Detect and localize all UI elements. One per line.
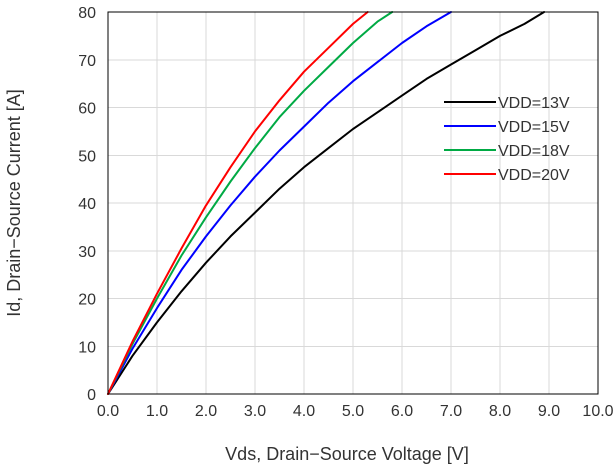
x-tick-label: 6.0 [391,403,413,420]
y-axis-ticks: 0 10 20 30 40 50 60 70 80 [78,5,96,404]
x-tick-label: 3.0 [244,403,266,420]
x-tick-label: 8.0 [489,403,511,420]
x-tick-label: 7.0 [440,403,462,420]
x-axis-title: Vds, Drain−Source Voltage [V] [225,444,469,464]
series-line-vdd-15v [107,11,452,395]
series-lines [107,11,546,395]
y-tick-label: 60 [78,101,96,118]
y-axis-title: Id, Drain−Source Current [A] [4,89,24,317]
series-line-vdd-18v [107,11,394,395]
x-tick-label: 1.0 [146,403,168,420]
legend: VDD=13V VDD=15V VDD=18V VDD=20V [444,95,570,184]
series-line-vdd-13v [107,11,546,395]
y-tick-label: 50 [78,148,96,165]
legend-label: VDD=18V [498,143,570,160]
x-tick-label: 5.0 [342,403,364,420]
legend-label: VDD=13V [498,95,570,112]
legend-label: VDD=15V [498,119,570,136]
legend-item: VDD=20V [444,167,570,184]
x-tick-label: 0.0 [97,403,119,420]
y-tick-label: 0 [87,387,96,404]
y-tick-label: 30 [78,244,96,261]
x-tick-label: 10.0 [582,403,613,420]
plot-frame [107,11,599,395]
x-tick-label: 9.0 [538,403,560,420]
legend-label: VDD=20V [498,167,570,184]
series-line-vdd-20v [107,11,369,395]
legend-item: VDD=18V [444,143,570,160]
legend-item: VDD=13V [444,95,570,112]
y-tick-label: 10 [78,339,96,356]
y-tick-label: 80 [78,5,96,22]
x-axis-ticks: 0.0 1.0 2.0 3.0 4.0 5.0 6.0 7.0 8.0 9.0 10.0 [97,403,614,420]
y-tick-label: 20 [78,292,96,309]
grid [108,12,598,394]
x-tick-label: 4.0 [293,403,315,420]
legend-item: VDD=15V [444,119,570,136]
y-tick-label: 40 [78,196,96,213]
x-tick-label: 2.0 [195,403,217,420]
y-tick-label: 70 [78,53,96,70]
